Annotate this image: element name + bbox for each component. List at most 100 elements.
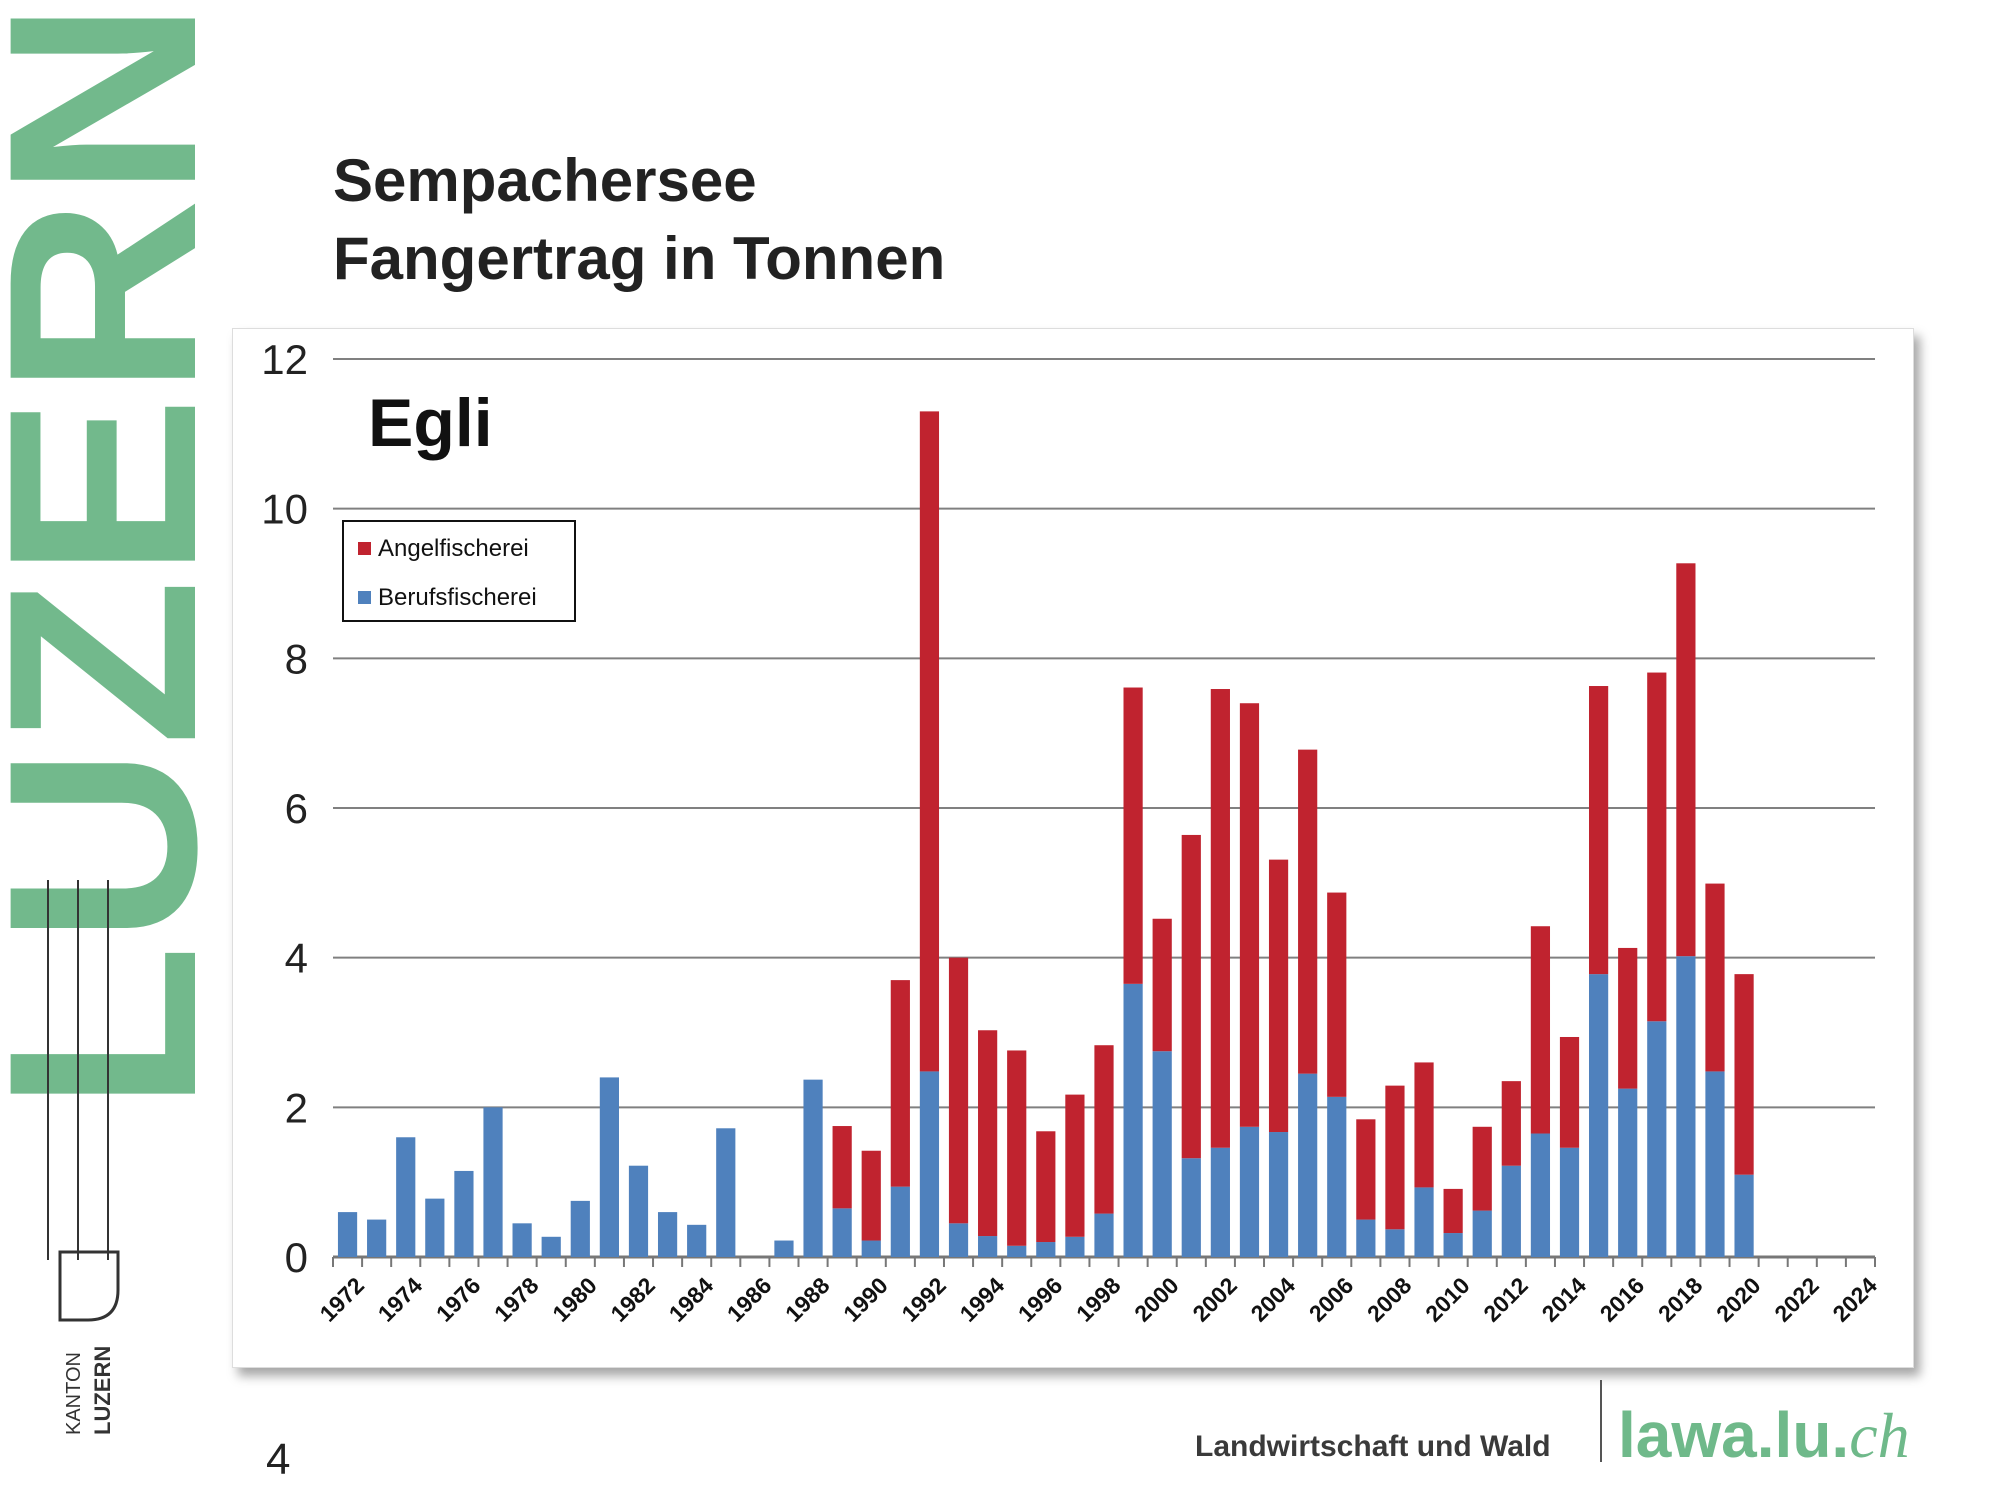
x-tick-label: 2006	[1304, 1272, 1359, 1327]
footer-divider	[1600, 1380, 1602, 1462]
bar-angelfischerei-2002	[1210, 689, 1230, 1148]
chart-frame: 0 2 4 6 8 10 12 1972 1974 1976 1978 1980 1982 1984 19…	[232, 328, 1914, 1368]
x-tick-label: 1992	[896, 1272, 951, 1327]
x-tick-label: 1988	[780, 1272, 835, 1327]
bar-angelfischerei-2004	[1268, 859, 1289, 1133]
bar-berufsfischerei-2019	[1705, 1071, 1725, 1257]
legend-label-berufsfischerei: Berufsfischerei	[378, 584, 537, 611]
bar-berufsfischerei-2016	[1618, 1088, 1638, 1257]
x-tick-label: 2010	[1420, 1272, 1475, 1327]
bar-angelfischerei-1995	[1007, 1050, 1027, 1246]
bar-berufsfischerei-1989	[832, 1208, 852, 1257]
x-tick-label: 2018	[1653, 1272, 1708, 1327]
bar-berufsfischerei-2010	[1443, 1233, 1463, 1257]
bar-berufsfischerei-2014	[1559, 1147, 1580, 1257]
y-axis-ticks: 0 2 4 6 8 10 12	[261, 336, 308, 1281]
bar-angelfischerei-2000	[1152, 918, 1172, 1052]
x-tick-label: 2014	[1536, 1272, 1591, 1327]
bar-angelfischerei-1997	[1065, 1094, 1085, 1237]
x-tick-label: 1982	[605, 1272, 660, 1327]
x-tick-label: 1996	[1013, 1272, 1068, 1327]
x-tick-label: 2008	[1362, 1272, 1417, 1327]
bar-berufsfischerei-1999	[1123, 983, 1143, 1257]
x-tick-label: 1976	[431, 1272, 486, 1327]
x-tick-label: 1998	[1071, 1272, 1126, 1327]
bar-berufsfischerei-1984	[687, 1224, 707, 1257]
shield-icon	[58, 1250, 120, 1322]
footer-url[interactable]: lawa.lu.ch	[1618, 1398, 1910, 1473]
bar-berufsfischerei-1973	[367, 1219, 387, 1257]
bar-berufsfischerei-1993	[948, 1223, 969, 1257]
kanton-label: KANTON	[63, 1352, 85, 1435]
bar-berufsfischerei-1981	[599, 1077, 619, 1257]
y-tick-label: 4	[285, 935, 308, 982]
bar-berufsfischerei-1991	[890, 1186, 910, 1257]
bar-berufsfischerei-2003	[1239, 1126, 1260, 1257]
x-axis: 1972 1974 1976 1978 1980 1982 1984 1986 1988 1990…	[315, 1257, 1882, 1327]
kanton-luzern-logo: KANTON LUZERN	[40, 880, 120, 1440]
bar-berufsfischerei-1974	[396, 1137, 416, 1257]
bar-angelfischerei-1991	[890, 980, 910, 1187]
bar-angelfischerei-1998	[1094, 1045, 1114, 1214]
x-tick-label: 1972	[315, 1272, 370, 1327]
bar-angelfischerei-2020	[1734, 974, 1754, 1175]
legend-swatch-angelfischerei	[358, 542, 371, 555]
bar-angelfischerei-2015	[1589, 686, 1609, 975]
x-tick-label: 2000	[1129, 1272, 1184, 1327]
bars	[337, 411, 1754, 1257]
bar-berufsfischerei-2006	[1327, 1096, 1347, 1257]
bar-angelfischerei-2013	[1530, 926, 1551, 1134]
bar-berufsfischerei-1998	[1094, 1213, 1114, 1257]
bar-angelfischerei-2009	[1414, 1062, 1434, 1188]
bar-berufsfischerei-1987	[774, 1240, 794, 1257]
bar-angelfischerei-2011	[1472, 1126, 1492, 1211]
y-tick-label: 2	[285, 1084, 308, 1131]
legend-label-angelfischerei: Angelfischerei	[378, 535, 529, 562]
luzern-label: LUZERN	[90, 1346, 115, 1435]
legend: Angelfischerei Berufsfischerei	[342, 520, 576, 622]
bar-berufsfischerei-1979	[541, 1236, 561, 1257]
bar-angelfischerei-2019	[1705, 883, 1725, 1072]
bar-berufsfischerei-2017	[1647, 1021, 1667, 1257]
x-tick-label: 2004	[1246, 1272, 1301, 1327]
legend-swatch-berufsfischerei	[358, 591, 371, 604]
x-tick-label: 1990	[838, 1272, 893, 1327]
bar-angelfischerei-2016	[1618, 947, 1638, 1089]
bar-angelfischerei-1989	[832, 1126, 852, 1209]
bar-angelfischerei-1990	[861, 1150, 881, 1241]
bar-berufsfischerei-2009	[1414, 1187, 1434, 1257]
slide-title: Sempachersee Fangertrag in Tonnen	[333, 142, 945, 298]
bar-berufsfischerei-1997	[1065, 1236, 1085, 1257]
bar-berufsfischerei-1976	[454, 1170, 474, 1257]
bar-berufsfischerei-2018	[1676, 956, 1696, 1257]
bar-berufsfischerei-1988	[803, 1079, 823, 1257]
bar-angelfischerei-2006	[1327, 892, 1347, 1097]
y-tick-label: 8	[285, 635, 308, 682]
bar-berufsfischerei-2005	[1298, 1073, 1318, 1257]
x-tick-label: 2016	[1595, 1272, 1650, 1327]
bar-angelfischerei-2018	[1676, 563, 1696, 957]
bar-angelfischerei-2001	[1181, 834, 1201, 1159]
bar-angelfischerei-2012	[1501, 1081, 1521, 1166]
page-number: 4	[266, 1435, 291, 1484]
x-tick-label: 1986	[722, 1272, 777, 1327]
y-tick-label: 0	[285, 1234, 308, 1281]
bar-berufsfischerei-2004	[1268, 1132, 1289, 1257]
bar-berufsfischerei-1996	[1036, 1242, 1056, 1257]
bar-berufsfischerei-1995	[1007, 1245, 1027, 1257]
bar-berufsfischerei-1978	[512, 1223, 532, 1257]
bar-berufsfischerei-2002	[1210, 1147, 1230, 1257]
bar-berufsfischerei-2013	[1530, 1133, 1551, 1257]
bar-berufsfischerei-1990	[861, 1240, 881, 1257]
chart-title: Egli	[368, 385, 493, 461]
x-tick-label: 2012	[1478, 1272, 1533, 1327]
bar-berufsfischerei-1972	[337, 1212, 358, 1257]
x-tick-label: 1994	[955, 1272, 1010, 1327]
footer-url-suffix: ch	[1849, 1400, 1910, 1471]
x-tick-label: 1974	[373, 1272, 428, 1327]
x-tick-label: 1984	[664, 1272, 719, 1327]
x-tick-label: 1978	[489, 1272, 544, 1327]
y-tick-label: 6	[285, 785, 308, 832]
y-tick-label: 12	[261, 336, 308, 383]
